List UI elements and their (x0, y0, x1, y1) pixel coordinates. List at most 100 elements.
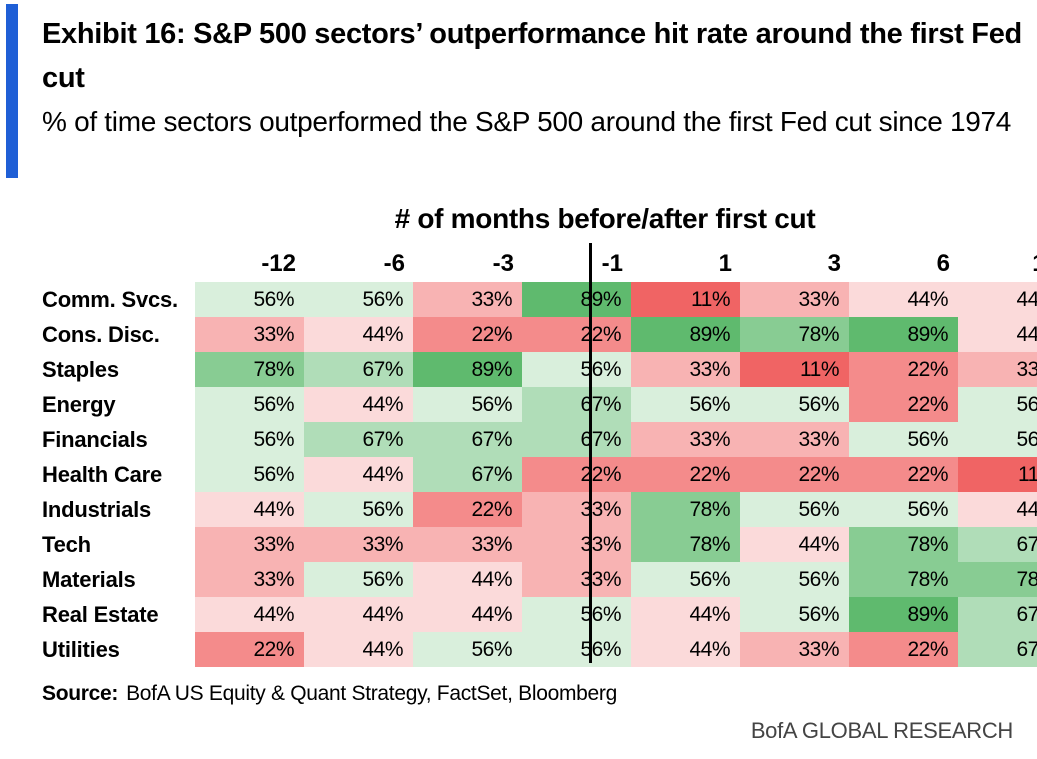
heatmap-cell: 44% (958, 492, 1037, 527)
heatmap-cell: 89% (849, 597, 958, 632)
heatmap-cell: 33% (522, 527, 631, 562)
heatmap-cell: 22% (413, 317, 522, 352)
source-text: BofA US Equity & Quant Strategy, FactSet… (126, 682, 617, 705)
heatmap-cell: 44% (304, 597, 413, 632)
heatmap-cell: 56% (740, 562, 849, 597)
heatmap-cell: 44% (740, 527, 849, 562)
heatmap-cell: 33% (413, 527, 522, 562)
heatmap-cell: 67% (522, 387, 631, 422)
column-header: 12 (958, 249, 1037, 281)
heatmap-cell: 11% (631, 282, 740, 317)
column-header: 6 (936, 250, 950, 277)
column-header: -12 (261, 250, 296, 277)
heatmap-cell: 56% (195, 282, 304, 317)
heatmap-cell: 44% (304, 632, 413, 667)
heatmap-cell: 89% (522, 282, 631, 317)
heatmap-cell: 56% (413, 387, 522, 422)
source-note: Source: BofA US Equity & Quant Strategy, … (42, 682, 617, 706)
heatmap-cell: 44% (631, 597, 740, 632)
heatmap-cell: 33% (304, 527, 413, 562)
row-label: Materials (42, 567, 136, 592)
heatmap-cell: 56% (304, 282, 413, 317)
heatmap-cell: 78% (631, 492, 740, 527)
cut-divider-line (589, 243, 592, 663)
heatmap-cell: 56% (958, 422, 1037, 457)
heatmap-cell: 89% (849, 317, 958, 352)
heatmap-cell: 22% (195, 632, 304, 667)
row-label: Energy (42, 392, 116, 417)
heatmap-cell: 33% (195, 527, 304, 562)
column-header: 1 (718, 250, 732, 277)
heatmap-cell: 67% (958, 527, 1037, 562)
heatmap-cell: 22% (413, 492, 522, 527)
heatmap-cell: 33% (522, 492, 631, 527)
row-label: Utilities (42, 637, 120, 662)
heatmap-cell: 56% (304, 562, 413, 597)
heatmap-cell: 44% (304, 317, 413, 352)
table-row: Cons. Disc.33%44%22%22%89%78%89%44% (42, 317, 1037, 352)
column-header: -3 (492, 250, 514, 277)
heatmap-cell: 44% (195, 492, 304, 527)
heatmap-cell: 78% (740, 317, 849, 352)
column-header: 3 (827, 250, 841, 277)
heatmap-cell: 11% (958, 457, 1037, 492)
heatmap-cell: 56% (849, 422, 958, 457)
heatmap-cell: 78% (958, 562, 1037, 597)
chart-subtitle: % of time sectors outperformed the S&P 5… (42, 106, 1012, 137)
heatmap-cell: 44% (958, 282, 1037, 317)
column-group-label: # of months before/after first cut (394, 203, 816, 234)
heatmap-cell: 22% (849, 632, 958, 667)
row-label: Industrials (42, 497, 152, 522)
heatmap-cell: 33% (958, 352, 1037, 387)
heatmap-cell: 22% (631, 457, 740, 492)
heatmap-cell: 22% (849, 352, 958, 387)
heatmap-cell: 56% (631, 387, 740, 422)
heatmap-cell: 33% (413, 282, 522, 317)
heatmap-cell: 44% (195, 597, 304, 632)
heatmap-cell: 67% (958, 632, 1037, 667)
heatmap-cell: 56% (304, 492, 413, 527)
row-label: Comm. Svcs. (42, 287, 178, 312)
heatmap-cell: 67% (522, 422, 631, 457)
heatmap-cell: 11% (740, 352, 849, 387)
heatmap-cell: 22% (522, 317, 631, 352)
heatmap-cell: 56% (522, 632, 631, 667)
heatmap-cell: 44% (304, 387, 413, 422)
heatmap-cell: 56% (849, 492, 958, 527)
row-label: Cons. Disc. (42, 322, 160, 347)
heatmap-cell: 78% (195, 352, 304, 387)
row-label: Real Estate (42, 602, 159, 627)
heatmap-cell: 22% (849, 387, 958, 422)
heatmap-cell: 67% (958, 597, 1037, 632)
row-label: Health Care (42, 462, 163, 487)
heatmap-cell: 78% (631, 527, 740, 562)
table-row: Comm. Svcs.56%56%33%89%11%33%44%44% (42, 282, 1037, 317)
heatmap-cell: 67% (304, 422, 413, 457)
column-header: -1 (601, 250, 623, 277)
heatmap-cell: 44% (631, 632, 740, 667)
column-header-row: -12 -6 -3 -1 1 3 6 12 (42, 249, 1037, 281)
heatmap-cell: 33% (195, 317, 304, 352)
heatmap-cell: 33% (740, 632, 849, 667)
heatmap-cell: 44% (849, 282, 958, 317)
heatmap-cell: 33% (631, 352, 740, 387)
heatmap-cell: 67% (413, 422, 522, 457)
heatmap-cell: 56% (740, 387, 849, 422)
row-label: Tech (42, 532, 91, 557)
heatmap-cell: 44% (413, 597, 522, 632)
chart-title: Exhibit 16: S&P 500 sectors’ outperforma… (42, 18, 1022, 94)
heatmap-cell: 56% (740, 597, 849, 632)
brand-footer: BofA GLOBAL RESEARCH (750, 718, 1013, 743)
row-label: Staples (42, 357, 119, 382)
heatmap-cell: 33% (522, 562, 631, 597)
heatmap-cell: 44% (413, 562, 522, 597)
heatmap-cell: 33% (740, 282, 849, 317)
heatmap-cell: 78% (849, 562, 958, 597)
heatmap-cell: 56% (195, 422, 304, 457)
heatmap-cell: 56% (631, 562, 740, 597)
